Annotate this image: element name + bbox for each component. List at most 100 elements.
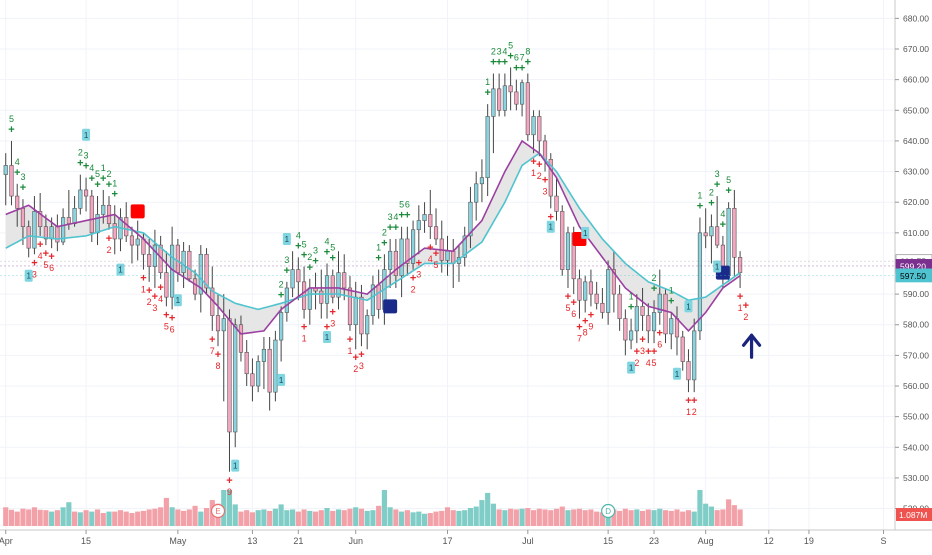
candle-body <box>410 229 416 264</box>
candle-body <box>32 211 37 249</box>
candle-body <box>347 287 353 326</box>
td-sell-count: 4 <box>38 251 43 261</box>
volume-bar <box>335 509 342 526</box>
td-sell-count: 5 <box>43 260 48 270</box>
candle-body <box>600 302 605 313</box>
trend-tag-up <box>323 330 332 343</box>
candle-body <box>606 269 611 313</box>
td-sell-plus: + <box>157 282 163 294</box>
td-sell-count: 2 <box>634 358 639 368</box>
volume-bar <box>485 492 491 526</box>
candle-body <box>611 269 616 295</box>
candle-body <box>548 159 553 197</box>
volume-bar <box>3 507 9 526</box>
candle-body <box>709 226 714 237</box>
price-tick-label: 570.00 <box>903 350 929 360</box>
td-buy-plus: + <box>393 222 399 234</box>
td-sell-count: 1 <box>347 346 352 356</box>
trend-tag-down <box>82 128 91 141</box>
td-sell-plus: + <box>163 309 169 321</box>
volume-bar <box>634 509 640 526</box>
td-buy-count: 1 <box>376 243 381 253</box>
volume-bar <box>123 511 129 526</box>
volume-bar <box>639 510 646 526</box>
td-buy-plus: + <box>94 179 100 191</box>
td-buy-plus: + <box>112 188 118 200</box>
candle-body <box>738 257 743 273</box>
volume-bar <box>651 510 657 526</box>
time-tick-label: 15 <box>81 536 91 546</box>
td-buy-count: 3 <box>84 151 89 161</box>
td-sell-count: 5 <box>565 303 570 313</box>
candle-body <box>175 244 180 273</box>
trend-tag-up-label: 1 <box>629 364 634 373</box>
volume-label-text: 1.087M <box>899 510 927 520</box>
volume-bar <box>691 511 697 526</box>
candle-body <box>244 352 249 375</box>
time-tick-label: 19 <box>804 536 814 546</box>
candle-body <box>324 275 330 304</box>
td-buy-plus: + <box>330 253 336 265</box>
volume-bar <box>708 506 714 526</box>
volume-bar <box>611 509 617 526</box>
candle-body <box>560 211 565 270</box>
td-buy-plus: + <box>8 124 14 136</box>
candle-body <box>646 315 651 332</box>
grid-lines <box>0 0 895 530</box>
candle-body <box>462 235 467 258</box>
volume-bar <box>381 490 387 526</box>
td-buy-count: 5 <box>330 243 335 253</box>
volume-bar <box>272 508 278 526</box>
candle-body <box>15 195 20 209</box>
time-axis[interactable]: Apr 15 May 13 21 Jun 17 Jul 15 23 Aug 12 19 S <box>0 530 887 546</box>
volume-bar <box>8 509 15 526</box>
moving-averages <box>5 139 741 335</box>
price-axis[interactable]: 680.00 670.00 660.00 650.00 640.00 630.00 620.… <box>0 0 932 531</box>
td-sell-plus: + <box>352 352 358 364</box>
candle-body <box>474 183 479 203</box>
candle-body <box>663 293 668 335</box>
volume-bar <box>628 510 634 526</box>
trend-tag-down-label: 1 <box>84 131 89 140</box>
td-buy-count: 2 <box>491 47 496 57</box>
candle-body <box>479 177 485 185</box>
candle-body <box>112 223 117 240</box>
event-marker <box>210 503 226 519</box>
td-buy-count: 4 <box>502 47 507 57</box>
td-buy-plus: + <box>720 219 726 231</box>
td-sell-count: 3 <box>330 318 335 328</box>
td-buy-count: 3 <box>388 212 393 222</box>
td-buy-count: 4 <box>296 230 301 240</box>
td-buy-count: 6 <box>405 200 410 210</box>
candle-body <box>83 189 89 197</box>
td-sell-count: 5 <box>652 358 657 368</box>
candle-body <box>497 88 502 111</box>
candle-body <box>221 318 226 332</box>
td-sell-plus: + <box>542 175 548 187</box>
td-buy-plus: + <box>278 289 284 301</box>
volume-bar <box>548 510 554 526</box>
td-buy-count: 1 <box>697 191 702 201</box>
volume-bar <box>433 511 439 526</box>
td-sell-plus: + <box>347 334 353 346</box>
td-buy-plus: + <box>20 182 26 194</box>
candle-body <box>124 217 129 237</box>
td-sell-count: 4 <box>646 358 651 368</box>
candle-body <box>686 361 691 381</box>
td-buy-count: 4 <box>325 236 330 246</box>
candle-body <box>307 287 312 310</box>
candle-body <box>164 272 169 298</box>
volume-bar <box>117 510 124 526</box>
candle-body <box>680 336 685 362</box>
volume-bar <box>330 510 336 526</box>
volume-bar <box>135 511 141 526</box>
candle-body <box>617 293 622 319</box>
volume-bar <box>525 508 531 526</box>
trend-tag-up-label: 1 <box>325 333 330 342</box>
volume-bar <box>376 505 382 526</box>
volume-bar <box>255 510 261 526</box>
td-buy-count: 1 <box>629 292 634 302</box>
volume-bars <box>3 490 743 526</box>
